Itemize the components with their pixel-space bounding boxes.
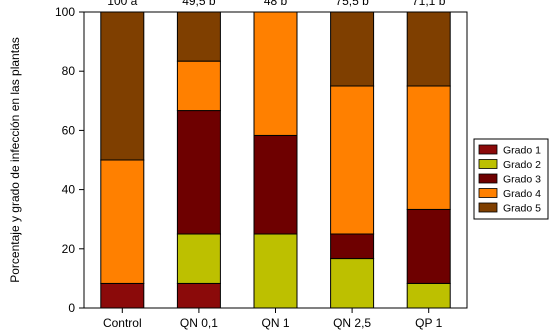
bar-segment-grado-3 [406, 208, 451, 284]
bar-segment-grado-4 [253, 11, 298, 136]
y-axis-label: Porcentaje y grado de infección en las p… [8, 37, 22, 283]
y-tick-label: 60 [62, 123, 76, 137]
x-tick-label: QP 1 [415, 316, 442, 330]
bar-segment-grado-2 [253, 233, 298, 309]
bar-segment-grado-4 [406, 85, 451, 210]
bar-segment-grado-4 [330, 85, 375, 235]
bar-segment-grado-5 [176, 11, 221, 62]
y-tick-label: 40 [62, 183, 76, 197]
x-tick-label: QN 1 [261, 316, 289, 330]
legend-swatch [478, 144, 498, 155]
bar-segment-grado-5 [406, 11, 451, 87]
bar-segment-grado-4 [100, 159, 145, 284]
bar-top-labels: 100 a 49,5 b 48 b 75,5 b 71,1 b [107, 0, 445, 8]
bars [100, 11, 451, 309]
bar-top-label: 100 a [107, 0, 137, 8]
y-tick-label: 100 [55, 5, 75, 19]
legend-swatch [478, 159, 498, 169]
bar-top-label: 75,5 b [335, 0, 369, 8]
legend-swatch [478, 173, 498, 184]
y-tick-label: 20 [62, 242, 76, 256]
legend-label: Grado 5 [503, 203, 541, 215]
bar-segment-grado-1 [176, 282, 221, 309]
bar-top-label: 71,1 b [412, 0, 446, 8]
legend: Grado 1 Grado 2 Grado 3 Grado 4 Grado 5 [473, 138, 549, 220]
legend-label: Grado 1 [503, 145, 541, 157]
y-tick-label: 0 [68, 301, 75, 315]
bar-segment-grado-5 [330, 11, 375, 87]
y-axis: 0 20 40 60 80 100 [55, 5, 84, 315]
bar-segment-grado-2 [330, 258, 375, 309]
legend-label: Grado 3 [503, 174, 541, 186]
bar-segment-grado-3 [253, 134, 298, 235]
bar-segment-grado-1 [100, 282, 145, 309]
bar-segment-grado-4 [176, 60, 221, 112]
x-tick-label: Control [103, 316, 142, 330]
bar-segment-grado-5 [100, 11, 145, 161]
bar-top-label: 49,5 b [182, 0, 216, 8]
legend-swatch [478, 202, 498, 213]
legend-swatch [478, 188, 498, 198]
bar-segment-grado-3 [176, 110, 221, 235]
bar-segment-grado-3 [330, 233, 375, 260]
bar-segment-grado-2 [176, 233, 221, 284]
x-tick-label: QN 2,5 [333, 316, 371, 330]
legend-label: Grado 2 [503, 159, 541, 171]
legend-label: Grado 4 [503, 188, 541, 200]
y-tick-label: 80 [62, 64, 76, 78]
bar-top-label: 48 b [264, 0, 288, 8]
x-axis: Control QN 0,1 QN 1 QN 2,5 QP 1 [103, 308, 443, 330]
bar-segment-grado-2 [406, 282, 451, 309]
x-tick-label: QN 0,1 [180, 316, 218, 330]
